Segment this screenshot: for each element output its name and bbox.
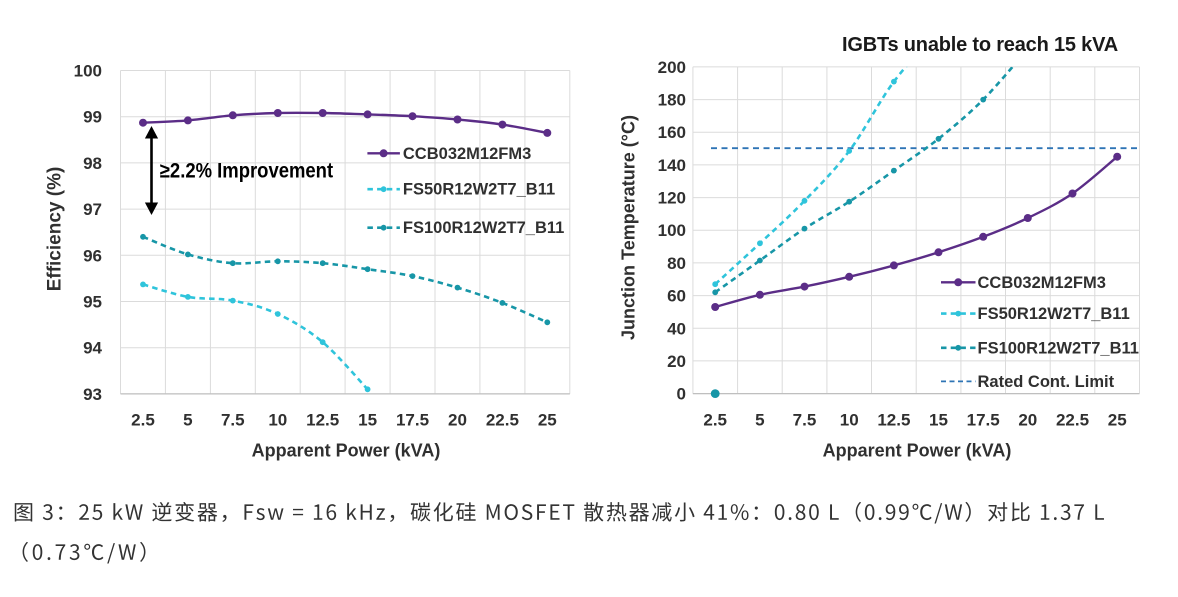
svg-text:5: 5 (183, 411, 192, 430)
svg-text:93: 93 (83, 385, 102, 404)
svg-text:22.5: 22.5 (1056, 411, 1089, 430)
svg-text:20: 20 (1018, 411, 1037, 430)
svg-text:2.5: 2.5 (703, 411, 727, 430)
svg-text:FS50R12W2T7_B11: FS50R12W2T7_B11 (403, 181, 555, 199)
svg-text:CCB032M12FM3: CCB032M12FM3 (978, 274, 1106, 292)
svg-text:200: 200 (658, 58, 686, 77)
svg-text:7.5: 7.5 (221, 411, 245, 430)
svg-text:20: 20 (667, 352, 686, 371)
svg-text:15: 15 (358, 411, 377, 430)
svg-text:95: 95 (83, 293, 102, 312)
svg-text:7.5: 7.5 (793, 411, 817, 430)
svg-text:100: 100 (74, 62, 102, 81)
svg-text:Apparent Power (kVA): Apparent Power (kVA) (252, 441, 441, 461)
svg-text:FS100R12W2T7_B11: FS100R12W2T7_B11 (978, 339, 1139, 357)
svg-text:17.5: 17.5 (967, 411, 1000, 430)
svg-text:12.5: 12.5 (877, 411, 910, 430)
svg-text:IGBTs unable to reach 15 kVA: IGBTs unable to reach 15 kVA (842, 34, 1118, 56)
svg-text:20: 20 (448, 411, 467, 430)
svg-text:17.5: 17.5 (396, 411, 429, 430)
svg-text:25: 25 (538, 411, 557, 430)
svg-text:15: 15 (929, 411, 948, 430)
svg-text:CCB032M12FM3: CCB032M12FM3 (403, 145, 531, 163)
svg-text:Efficiency (%): Efficiency (%) (45, 167, 66, 292)
svg-text:40: 40 (667, 319, 686, 338)
svg-text:180: 180 (658, 91, 686, 110)
svg-text:Apparent Power (kVA): Apparent Power (kVA) (823, 441, 1012, 461)
svg-text:≥2.2% Improvement: ≥2.2% Improvement (160, 159, 334, 182)
svg-text:FS100R12W2T7_B11: FS100R12W2T7_B11 (403, 219, 564, 237)
svg-text:140: 140 (658, 156, 686, 175)
svg-text:100: 100 (658, 221, 686, 240)
svg-text:99: 99 (83, 108, 102, 127)
svg-text:FS50R12W2T7_B11: FS50R12W2T7_B11 (978, 305, 1130, 323)
svg-text:Junction Temperature (°C): Junction Temperature (°C) (619, 115, 639, 340)
svg-text:97: 97 (83, 200, 102, 219)
svg-text:80: 80 (667, 254, 686, 273)
svg-text:12.5: 12.5 (306, 411, 339, 430)
svg-text:120: 120 (658, 189, 686, 208)
svg-text:25: 25 (1108, 411, 1127, 430)
svg-text:0: 0 (677, 385, 686, 404)
svg-text:98: 98 (83, 154, 102, 173)
svg-text:94: 94 (83, 339, 102, 358)
svg-text:60: 60 (667, 287, 686, 306)
svg-text:96: 96 (83, 246, 102, 265)
svg-text:2.5: 2.5 (131, 411, 155, 430)
svg-text:10: 10 (840, 411, 859, 430)
svg-text:10: 10 (268, 411, 287, 430)
svg-text:22.5: 22.5 (486, 411, 519, 430)
svg-text:Rated Cont. Limit: Rated Cont. Limit (978, 373, 1115, 391)
svg-text:160: 160 (658, 123, 686, 142)
svg-text:5: 5 (755, 411, 764, 430)
